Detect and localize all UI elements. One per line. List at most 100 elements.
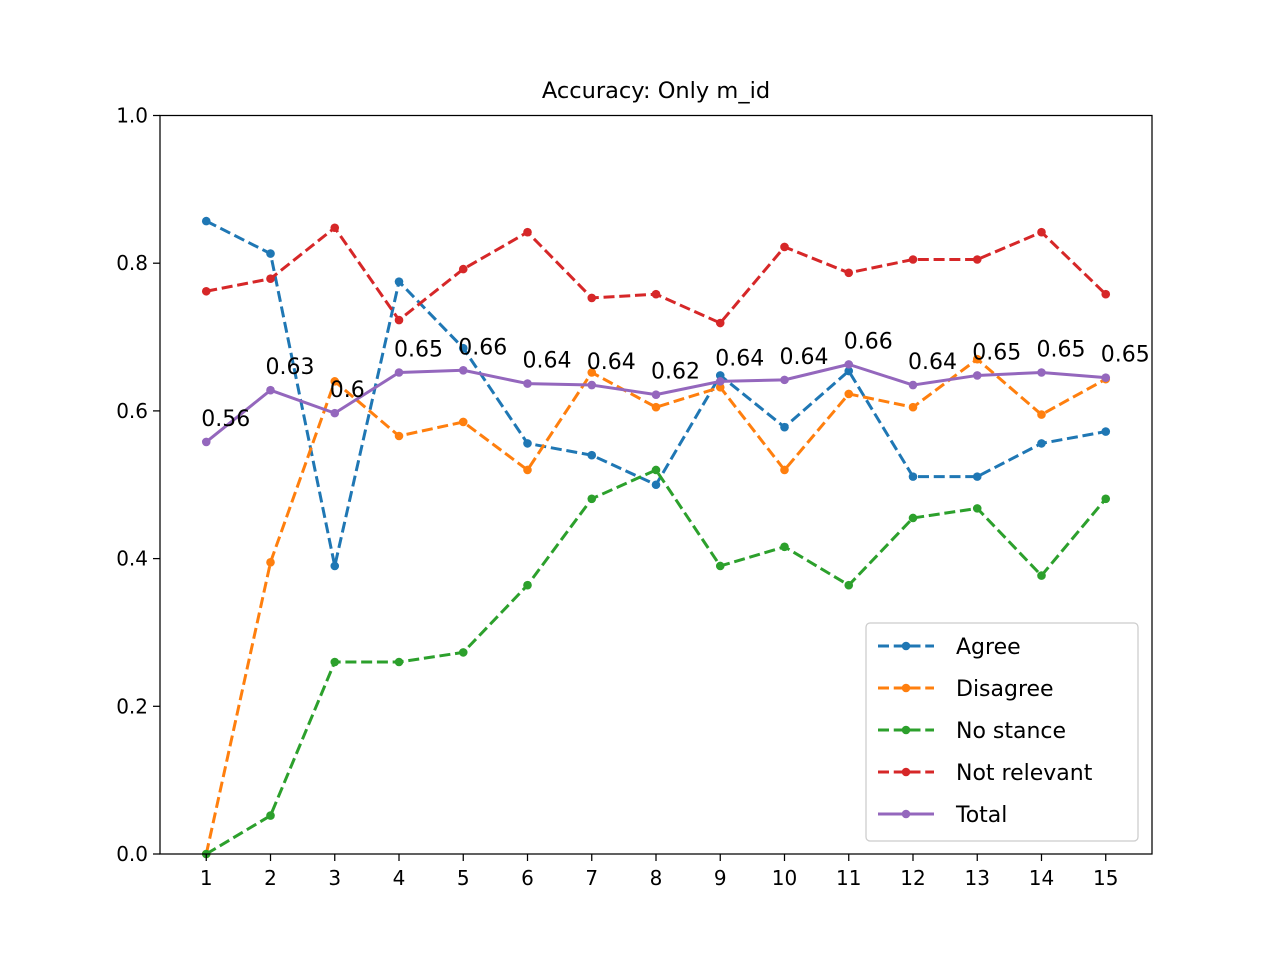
data-point — [844, 268, 854, 278]
series-line-no-stance — [205, 468, 1107, 856]
data-point — [1037, 571, 1046, 580]
legend-entry-disagree: Disagree — [878, 677, 1054, 702]
data-label: 0.66 — [458, 335, 507, 360]
data-point — [972, 371, 982, 380]
data-point — [844, 389, 854, 399]
y-tick-label: 0.8 — [116, 251, 148, 275]
data-label: 0.64 — [908, 350, 957, 375]
data-point — [458, 417, 468, 427]
x-tick-label: 10 — [772, 866, 797, 890]
series-no-stance — [201, 465, 1111, 859]
data-point — [651, 480, 661, 490]
x-tick-label: 15 — [1093, 866, 1118, 890]
legend-entry-agree: Agree — [878, 635, 1021, 660]
data-point — [715, 561, 725, 571]
data-point — [651, 390, 661, 399]
series-line-disagree — [204, 357, 1107, 855]
data-point — [201, 216, 211, 226]
data-point — [651, 289, 661, 299]
data-point — [651, 465, 661, 475]
y-tick-label: 0.2 — [116, 694, 148, 718]
data-label-layer: 0.56 0.63 0.6 0.65 0.66 0.64 0.64 0.62 0.64 0.64 0… — [201, 329, 1149, 432]
data-label: 0.64 — [523, 349, 572, 374]
data-point — [844, 360, 854, 369]
y-tick-label: 0.6 — [116, 399, 148, 423]
data-point — [266, 385, 275, 395]
data-label: 0.64 — [715, 346, 764, 371]
data-point — [844, 366, 854, 376]
data-label: 0.65 — [972, 340, 1021, 365]
series-not-relevant — [201, 223, 1111, 328]
data-point — [587, 494, 597, 504]
legend-marker — [901, 767, 911, 777]
legend-entry-total: Total — [878, 803, 1007, 828]
data-point — [1101, 373, 1111, 382]
data-point — [1037, 410, 1046, 419]
x-tick-label: 8 — [650, 866, 663, 890]
data-point — [330, 223, 340, 233]
data-point — [458, 648, 468, 657]
data-point — [330, 561, 340, 571]
data-point — [394, 431, 404, 441]
x-tick-label: 11 — [836, 866, 861, 890]
data-point — [1037, 368, 1046, 377]
x-tick-label: 14 — [1029, 866, 1054, 890]
data-point — [972, 472, 982, 481]
data-point — [523, 227, 532, 237]
x-tick-label: 2 — [264, 866, 277, 890]
data-point — [972, 504, 982, 513]
data-point — [780, 375, 789, 385]
data-point — [715, 318, 725, 328]
legend-box — [865, 622, 1139, 842]
data-point — [458, 365, 468, 375]
data-point — [908, 255, 918, 264]
legend-entry-not-relevant: Not relevant — [878, 761, 1093, 786]
data-point — [715, 371, 725, 380]
data-point — [972, 354, 982, 364]
legend-marker — [901, 683, 911, 693]
data-point — [780, 542, 789, 552]
data-label: 0.65 — [1036, 337, 1085, 362]
x-tick-label: 3 — [328, 866, 341, 890]
data-point — [394, 368, 404, 377]
data-label: 0.56 — [201, 407, 250, 432]
data-point — [458, 264, 468, 274]
data-point — [1101, 427, 1111, 436]
data-label: 0.65 — [394, 337, 443, 362]
data-label: 0.64 — [779, 345, 828, 370]
data-point — [780, 422, 789, 432]
x-tick-label: 5 — [457, 866, 470, 890]
x-tick-label: 1 — [200, 866, 213, 890]
legend-entry-no-stance: No stance — [878, 719, 1066, 744]
chart-title: Accuracy: Only m_id — [542, 78, 770, 104]
legend-label: Disagree — [956, 677, 1054, 702]
legend-label: Not relevant — [956, 761, 1093, 786]
data-label: 0.6 — [330, 378, 365, 403]
data-point — [780, 465, 789, 475]
data-point — [394, 277, 404, 286]
x-axis: 1 2 3 4 5 6 7 8 9 10 11 12 13 14 15 — [200, 854, 1118, 890]
data-point — [1037, 439, 1046, 448]
legend-label: Total — [955, 803, 1007, 828]
data-point — [266, 557, 275, 567]
data-point — [523, 580, 532, 590]
data-point — [587, 450, 597, 460]
data-point — [523, 465, 532, 475]
data-point — [394, 315, 404, 325]
data-point — [972, 255, 982, 264]
series-agree — [201, 216, 1111, 571]
data-label: 0.66 — [844, 329, 893, 354]
data-point — [523, 379, 532, 388]
data-point — [201, 437, 211, 447]
data-point — [908, 472, 918, 481]
data-label: 0.64 — [587, 350, 636, 375]
y-tick-label: 0.0 — [116, 842, 148, 866]
data-point — [266, 249, 275, 258]
data-point — [330, 657, 340, 667]
x-tick-label: 7 — [585, 866, 598, 890]
data-label: 0.63 — [266, 355, 315, 380]
data-point — [587, 380, 597, 390]
data-point — [201, 286, 211, 296]
